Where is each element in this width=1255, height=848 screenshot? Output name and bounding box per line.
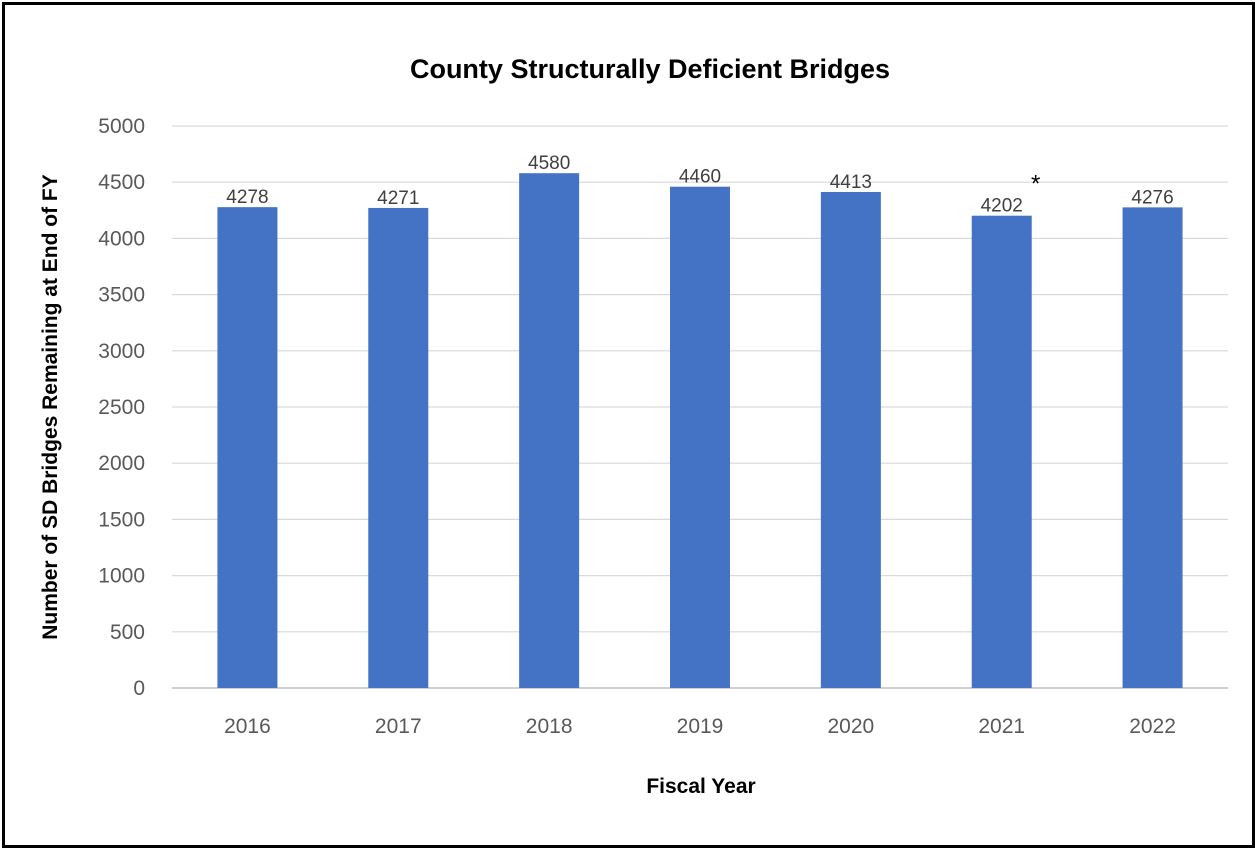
bar-value-label: 4276: [1131, 187, 1173, 208]
bar-2018: [519, 173, 580, 688]
bar-value-label: 4202: [981, 196, 1023, 217]
x-tick-label: 2018: [526, 715, 573, 738]
bar-2022: [1122, 207, 1183, 688]
bar-value-labels: 4278 4271 4580 4460 4413 4202 4276: [226, 153, 1173, 216]
y-tick-label: 2000: [98, 452, 145, 475]
x-tick-label: 2021: [978, 715, 1025, 738]
y-tick-label: 2500: [98, 396, 145, 419]
bar-2019: [670, 186, 730, 689]
x-tick-label: 2017: [375, 715, 422, 738]
y-tick-label: 0: [133, 677, 145, 700]
bars: [217, 173, 1183, 689]
x-tick-label: 2022: [1129, 715, 1176, 738]
bar-value-label: 4580: [528, 153, 570, 174]
y-tick-label: 4000: [98, 227, 145, 250]
bar-value-label: 4278: [226, 187, 268, 208]
y-tick-label: 1000: [98, 565, 145, 588]
y-tick-label: 3000: [98, 340, 145, 363]
y-tick-label: 1500: [98, 508, 145, 531]
y-tick-label: 500: [110, 621, 145, 644]
y-axis-ticks: 0 500 1000 1500 2000 2500 3000 3500 4000 4500 5000: [98, 115, 145, 700]
bar-2020: [820, 191, 881, 688]
bar-value-label: 4413: [830, 172, 872, 193]
y-tick-label: 3500: [98, 284, 145, 307]
x-tick-label: 2020: [827, 715, 874, 738]
annotation-asterisk: *: [1031, 171, 1040, 198]
x-axis-ticks: 2016 2017 2018 2019 2020 2021 2022: [224, 715, 1176, 738]
chart-title: County Structurally Deficient Bridges: [410, 54, 890, 84]
x-tick-label: 2016: [224, 715, 271, 738]
x-axis-title: Fiscal Year: [646, 775, 755, 798]
bar-value-label: 4271: [377, 188, 419, 209]
y-tick-label: 4500: [98, 171, 145, 194]
y-tick-label: 5000: [98, 115, 145, 138]
y-axis-title: Number of SD Bridges Remaining at End of…: [39, 174, 62, 640]
bar-2016: [217, 207, 278, 688]
x-tick-label: 2019: [677, 715, 724, 738]
bar-2021: [971, 215, 1032, 689]
bar-value-label: 4460: [679, 167, 721, 188]
bar-2017: [368, 207, 429, 688]
